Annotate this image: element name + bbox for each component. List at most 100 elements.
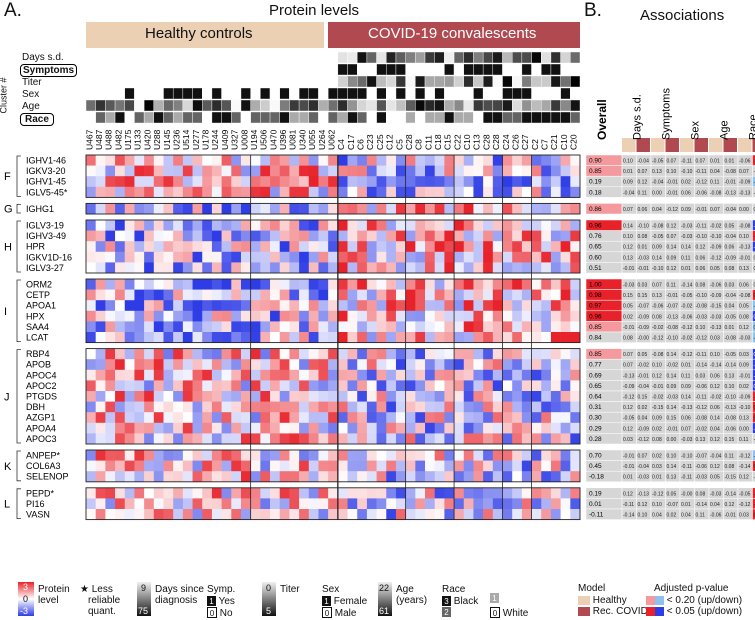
- heatmap-cell: [366, 348, 377, 360]
- heatmap-cell: [240, 203, 251, 215]
- annotation-cell: [541, 99, 552, 112]
- association-value: 0.04: [754, 416, 755, 422]
- association-value: -0.01: [667, 190, 679, 196]
- heatmap-cell: [134, 241, 145, 253]
- heatmap-cell: [250, 186, 261, 198]
- heatmap-cell: [366, 401, 377, 413]
- heatmap-cell: [570, 348, 581, 360]
- annotation-cell: [240, 99, 251, 112]
- association-value: 0.09: [623, 180, 633, 186]
- heatmap-cell: [531, 289, 542, 301]
- heatmap-cell: [395, 165, 406, 177]
- sample-label: C7: [540, 139, 550, 150]
- sample-label: C18: [433, 134, 443, 150]
- heatmap-cell: [221, 220, 232, 231]
- annotation-cell: [395, 111, 406, 124]
- age-title: Age (years): [396, 584, 428, 606]
- association-value: 0.12: [623, 405, 633, 411]
- annotation-cell: [337, 75, 348, 88]
- heatmap-cell: [124, 401, 135, 413]
- heatmap-cell: [337, 176, 348, 188]
- heatmap-cell: [86, 300, 96, 312]
- heatmap-cell: [357, 241, 368, 253]
- annotation-cell: [482, 99, 494, 112]
- heatmap-cell: [182, 509, 193, 520]
- heatmap-cell: [192, 321, 203, 333]
- heatmap-cell: [260, 279, 271, 290]
- heatmap-cell: [299, 176, 310, 188]
- heatmap-cell: [463, 262, 474, 274]
- association-cell: [752, 240, 755, 253]
- heatmap-cell: [463, 241, 474, 253]
- annotation-cell: [550, 111, 561, 124]
- association-value: 0.05: [638, 352, 648, 358]
- association-value: -0.04: [725, 207, 737, 213]
- association-value: 0.11: [739, 437, 749, 443]
- heatmap-cell: [134, 279, 145, 290]
- heatmap-cell: [250, 220, 261, 231]
- association-value: -0.04: [623, 190, 635, 196]
- sample-label: C28: [404, 134, 414, 150]
- association-value: -0.07: [667, 502, 679, 508]
- heatmap-cell: [105, 155, 116, 166]
- heatmap-cell: [512, 471, 523, 483]
- heatmap-cell: [550, 391, 561, 402]
- annotation-cell: [221, 111, 232, 124]
- heatmap-cells: [86, 155, 581, 520]
- association-cell: [752, 331, 755, 343]
- heatmap-cell: [124, 186, 135, 198]
- heatmap-cell: [163, 471, 174, 483]
- heatmap-cell: [308, 251, 319, 263]
- annotation-cell: [502, 111, 513, 124]
- overall-value: 0.45: [589, 463, 602, 470]
- heatmap-cell: [415, 165, 426, 177]
- heatmap-cell: [221, 289, 232, 301]
- association-value: -0.09: [739, 395, 751, 401]
- heatmap-cell: [463, 401, 474, 413]
- association-value: 0.03: [652, 464, 662, 470]
- association-value: -0.06: [696, 190, 708, 196]
- cluster-bracket: [16, 204, 21, 214]
- association-cell: [752, 508, 755, 520]
- annotation-cell: [366, 75, 377, 88]
- heatmap-cell: [434, 509, 445, 520]
- annotation-cell: [366, 51, 377, 64]
- heatmap-cell: [328, 251, 339, 263]
- annotation-cell: [134, 99, 145, 112]
- heatmap-cell: [570, 498, 581, 510]
- heatmap-cell: [173, 369, 184, 381]
- annotation-cell: [95, 111, 106, 124]
- association-value: -0.11: [681, 475, 692, 481]
- heatmap-cell: [444, 289, 455, 301]
- association-value: -0.01: [638, 373, 650, 379]
- heatmap-cell: [124, 203, 135, 215]
- heatmap-cell: [192, 359, 203, 371]
- heatmap-cell: [86, 321, 96, 333]
- heatmap-cell: [299, 220, 310, 231]
- model-covid-swatch: [665, 138, 679, 152]
- annotation-cell: [492, 111, 503, 124]
- heatmap-cell: [144, 369, 155, 381]
- heatmap-cell: [386, 230, 397, 242]
- heatmap-cell: [105, 498, 116, 510]
- heatmap-cell: [318, 380, 329, 392]
- heatmap-cell: [221, 332, 232, 343]
- association-value: 0.14: [667, 464, 677, 470]
- heatmap-cell: [289, 155, 300, 166]
- association-cell: [752, 433, 755, 445]
- annotation-cell: [337, 51, 348, 64]
- heatmap-cell: [211, 165, 222, 177]
- annotation-cell: [444, 87, 455, 100]
- association-value: 0.13: [739, 416, 749, 422]
- heatmap-cell: [86, 460, 96, 472]
- heatmap-cell: [221, 450, 232, 461]
- heatmap-cell: [463, 509, 474, 520]
- association-value: 0.05: [623, 304, 633, 310]
- heatmap-cell: [328, 359, 339, 371]
- heatmap-cell: [357, 155, 368, 166]
- annotation-cell: [182, 111, 193, 124]
- heatmap-cell: [192, 391, 203, 402]
- annotation-cell: [211, 99, 222, 112]
- heatmap-cell: [337, 230, 348, 242]
- heatmap-cell: [124, 380, 135, 392]
